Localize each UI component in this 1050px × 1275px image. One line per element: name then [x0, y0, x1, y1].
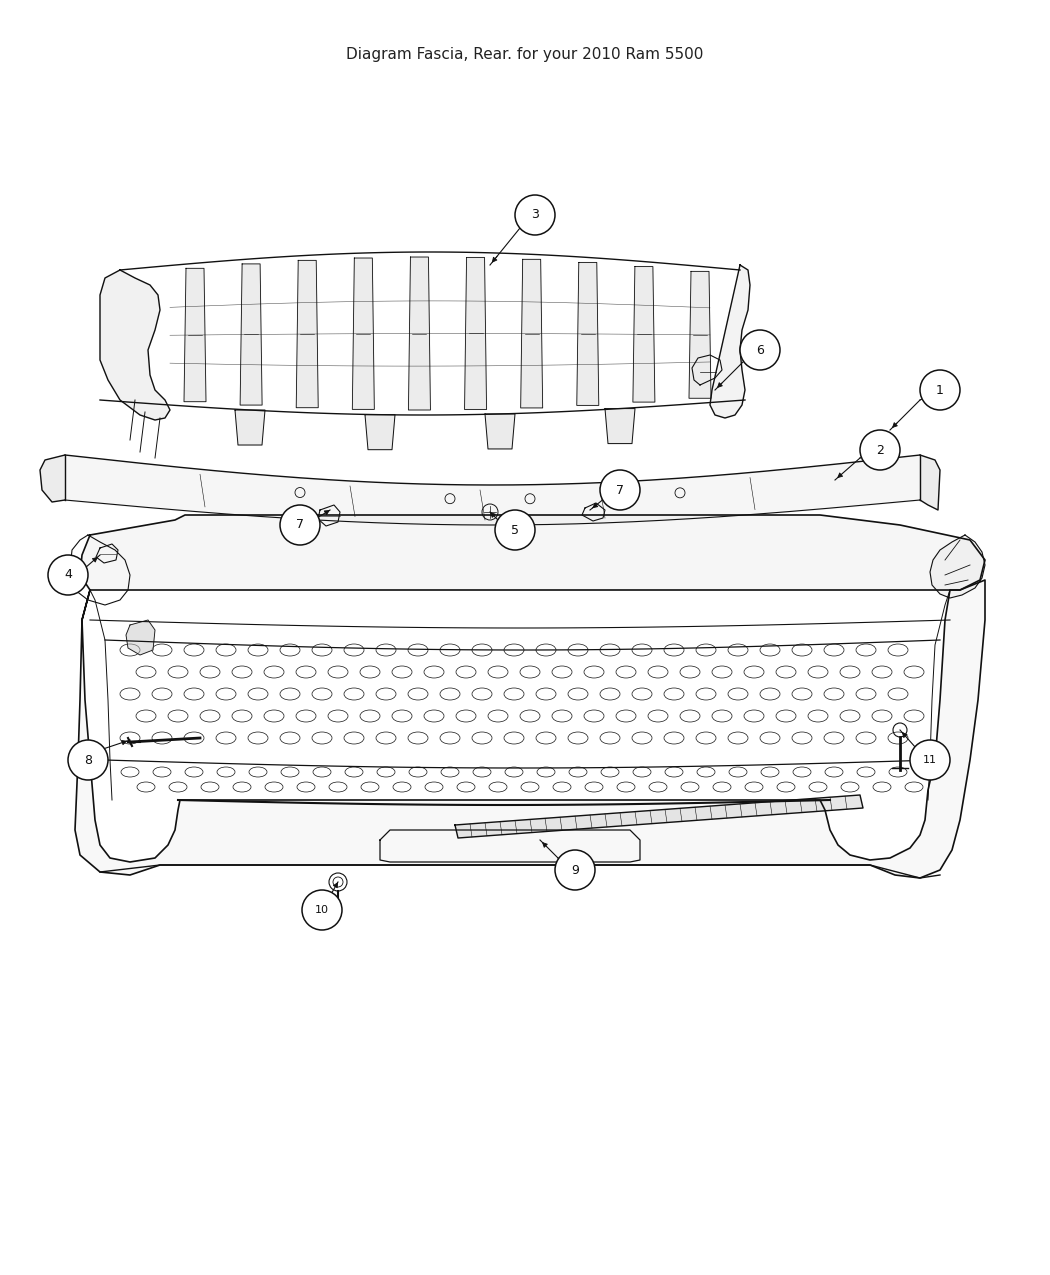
Polygon shape: [296, 260, 318, 408]
Polygon shape: [485, 414, 514, 449]
Text: 6: 6: [756, 343, 764, 357]
Polygon shape: [80, 515, 985, 590]
Polygon shape: [633, 266, 655, 402]
Circle shape: [280, 505, 320, 544]
Polygon shape: [464, 258, 486, 409]
Text: 2: 2: [876, 444, 884, 456]
Circle shape: [600, 470, 640, 510]
Circle shape: [302, 890, 342, 929]
Polygon shape: [353, 258, 375, 409]
Polygon shape: [365, 414, 395, 450]
Text: 11: 11: [923, 755, 937, 765]
Polygon shape: [235, 411, 265, 445]
Text: 1: 1: [936, 384, 944, 397]
Polygon shape: [455, 796, 863, 838]
Polygon shape: [184, 268, 206, 402]
Text: 10: 10: [315, 905, 329, 915]
Text: 7: 7: [616, 483, 624, 496]
Circle shape: [555, 850, 595, 890]
Circle shape: [910, 740, 950, 780]
Polygon shape: [240, 264, 262, 405]
Polygon shape: [576, 263, 598, 405]
Polygon shape: [521, 259, 543, 408]
Polygon shape: [126, 620, 155, 655]
Text: 7: 7: [296, 519, 304, 532]
Circle shape: [860, 430, 900, 470]
Polygon shape: [920, 455, 940, 510]
Circle shape: [495, 510, 536, 550]
Text: 9: 9: [571, 863, 579, 876]
Text: 5: 5: [511, 524, 519, 537]
Text: 4: 4: [64, 569, 72, 581]
Polygon shape: [710, 265, 750, 418]
Circle shape: [740, 330, 780, 370]
Text: Diagram Fascia, Rear. for your 2010 Ram 5500: Diagram Fascia, Rear. for your 2010 Ram …: [346, 47, 704, 62]
Polygon shape: [40, 455, 65, 502]
Polygon shape: [75, 580, 985, 878]
Polygon shape: [689, 272, 711, 398]
Text: 8: 8: [84, 754, 92, 766]
Text: 3: 3: [531, 209, 539, 222]
Circle shape: [48, 555, 88, 595]
Polygon shape: [605, 408, 635, 444]
Circle shape: [920, 370, 960, 411]
Circle shape: [68, 740, 108, 780]
Polygon shape: [408, 258, 430, 411]
Circle shape: [514, 195, 555, 235]
Polygon shape: [930, 536, 985, 598]
Polygon shape: [100, 270, 170, 419]
